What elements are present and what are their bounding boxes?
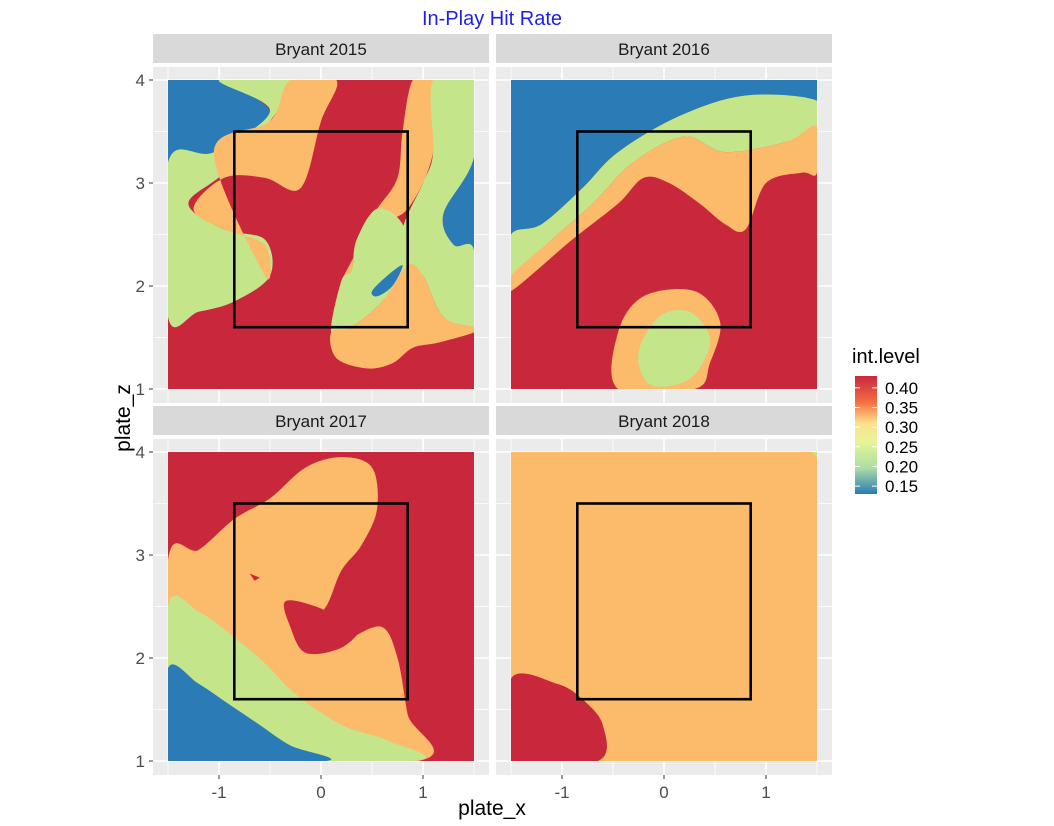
facet-label: Bryant 2018 — [618, 412, 710, 431]
strike-zone — [575, 502, 752, 701]
x-tick-label: 0 — [659, 783, 668, 802]
facet-panel: Bryant 2018 — [496, 406, 832, 775]
heatmap-region-blue — [511, 80, 817, 245]
heatmap-region-green — [811, 452, 817, 458]
heatmap-region-orange — [511, 125, 817, 292]
y-tick-label: 4 — [136, 443, 145, 462]
legend: int.level 0.400.350.300.250.200.15 — [852, 346, 920, 496]
legend-ticks: 0.400.350.300.250.200.15 — [855, 379, 918, 496]
legend-tick-label: 0.40 — [885, 379, 918, 398]
y-tick-label: 2 — [136, 277, 145, 296]
x-axis-title: plate_x — [458, 797, 526, 820]
y-tick-label: 1 — [136, 752, 145, 771]
heatmap-region-green — [401, 80, 474, 332]
facet-strip — [496, 406, 832, 435]
legend-tick-label: 0.25 — [885, 438, 918, 457]
heatmap-region-red — [283, 600, 362, 655]
y-tick-label: 3 — [136, 546, 145, 565]
legend-tick-label: 0.35 — [885, 398, 918, 417]
strike-zone — [233, 130, 409, 329]
facet-label: Bryant 2015 — [275, 40, 367, 59]
facet-panel: Bryant 2017 — [153, 406, 489, 775]
heatmap-region-green — [511, 94, 817, 276]
chart-title: In-Play Hit Rate — [422, 8, 562, 30]
legend-tick-label: 0.20 — [885, 457, 918, 476]
legend-title: int.level — [852, 346, 920, 368]
heatmap-region-green — [330, 208, 410, 336]
y-tick-label: 2 — [136, 649, 145, 668]
facet-label: Bryant 2016 — [618, 40, 710, 59]
heatmap-region-orange — [193, 80, 338, 279]
heatmap-region-blue — [168, 80, 271, 167]
facet-panel: Bryant 2016 — [496, 34, 832, 403]
legend-tick-label: 0.15 — [885, 477, 918, 496]
facet-strip — [153, 406, 489, 435]
x-tick-label: -1 — [554, 783, 569, 802]
strike-zone — [575, 130, 752, 329]
facet-label: Bryant 2017 — [275, 412, 367, 431]
legend-tick-label: 0.30 — [885, 418, 918, 437]
x-tick-label: -1 — [211, 783, 226, 802]
facet-panel: Bryant 2015 — [153, 34, 489, 403]
heatmap-region-orange — [330, 263, 474, 369]
legend-colorbar — [855, 376, 877, 494]
x-tick-label: 0 — [316, 783, 325, 802]
facet-strip — [153, 34, 489, 63]
y-axis-title: plate_z — [112, 384, 135, 452]
heatmap — [511, 452, 817, 761]
heatmap-region-red — [249, 573, 260, 581]
axes: 1 2 3 4 1 2 3 4 -1 0 1 -1 0 1 — [136, 71, 771, 802]
heatmap — [168, 80, 474, 389]
heatmap-region-blue — [442, 157, 474, 257]
heatmap — [168, 452, 474, 761]
strike-zone — [233, 502, 409, 701]
x-tick-label: 1 — [418, 783, 427, 802]
heatmap-region-red — [511, 673, 607, 761]
heatmap-region-green — [638, 310, 711, 387]
facet-strip — [496, 34, 832, 63]
heatmap-region-blue — [168, 664, 332, 761]
y-tick-label: 1 — [136, 380, 145, 399]
y-tick-label: 4 — [136, 71, 145, 90]
heatmap — [511, 80, 817, 389]
heatmap-region-blue — [371, 265, 403, 297]
facet-grid: Bryant 2015 Bryant 2016 Bryant 2017 Bryant … — [153, 34, 832, 775]
y-tick-label: 3 — [136, 174, 145, 193]
x-tick-label: 1 — [761, 783, 770, 802]
